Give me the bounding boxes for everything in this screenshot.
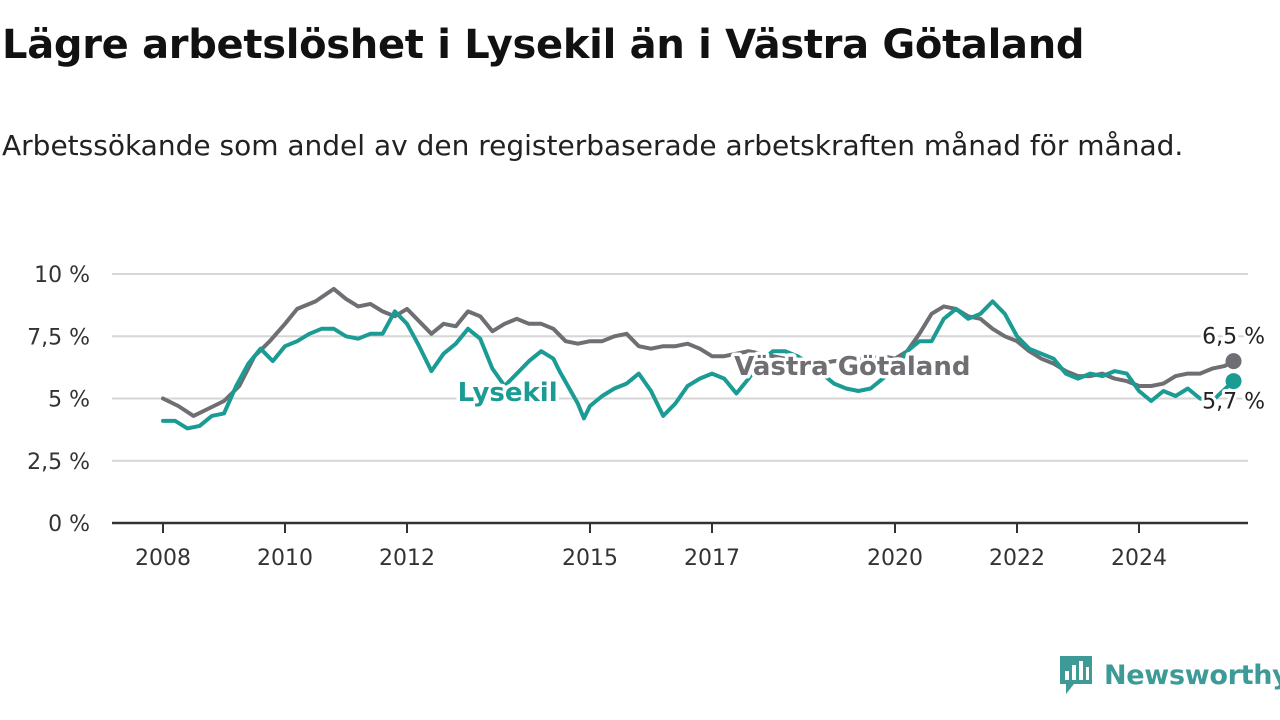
- end-value-label-lysekil: 5,7 %: [1202, 389, 1265, 414]
- series-label-v-stra-g-taland: Västra Götaland: [734, 352, 970, 382]
- chart-title: Lägre arbetslöshet i Lysekil än i Västra…: [2, 22, 1085, 68]
- series-end-point-v-stra-g-taland: [1225, 353, 1242, 370]
- y-tick-label: 7,5 %: [27, 325, 90, 350]
- series-label-lysekil: Lysekil: [458, 378, 558, 408]
- x-tick-label: 2024: [1111, 546, 1167, 571]
- x-tick-label: 2012: [379, 546, 435, 571]
- x-tick-label: 2022: [989, 546, 1045, 571]
- y-tick-label: 10 %: [34, 263, 90, 288]
- series-labels: Västra Götaland 6,5 % Lysekil 5,7 %: [454, 322, 1268, 418]
- series-lines: [161, 286, 1242, 431]
- newsworthy-brand: Newsworthy: [1058, 654, 1280, 696]
- x-tick-label: 2017: [684, 546, 740, 571]
- x-tick-label: 2015: [562, 546, 618, 571]
- newsworthy-logo-icon: [1060, 656, 1092, 694]
- grid-lines: [112, 273, 1248, 462]
- x-tick-label: 2008: [135, 546, 191, 571]
- x-tick-label: 2020: [867, 546, 923, 571]
- series-line-v-stra-g-taland: [161, 286, 1236, 418]
- axes: 0 % 2,5 % 5 % 7,5 % 10 % 2008 2010 2012 2015 2017…: [27, 263, 1248, 571]
- end-value-label-v-stra-g-taland: 6,5 %: [1202, 325, 1265, 350]
- series-end-point-lysekil: [1225, 373, 1242, 390]
- y-tick-label: 2,5 %: [27, 450, 90, 475]
- series-line-lysekil: [161, 299, 1236, 431]
- y-tick-label: 0 %: [48, 512, 90, 537]
- y-tick-label: 5 %: [48, 388, 90, 413]
- chart-subtitle: Arbetssökande som andel av den registerb…: [2, 129, 1184, 162]
- brand-name: Newsworthy: [1104, 659, 1280, 691]
- x-tick-label: 2010: [257, 546, 313, 571]
